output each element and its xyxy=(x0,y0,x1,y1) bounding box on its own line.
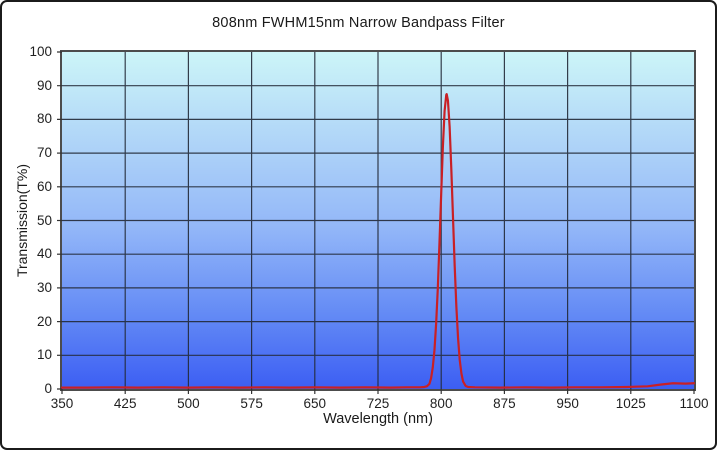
plot-svg xyxy=(57,51,696,394)
y-tick-label: 40 xyxy=(36,246,52,262)
x-tick-label: 500 xyxy=(177,396,200,411)
x-tick-label: 1100 xyxy=(679,396,709,411)
chart-title: 808nm FWHM15nm Narrow Bandpass Filter xyxy=(212,15,505,31)
x-tick-label: 575 xyxy=(240,396,263,411)
y-tick-label: 100 xyxy=(29,44,52,59)
x-tick-label: 800 xyxy=(429,396,453,411)
x-tick-label: 875 xyxy=(493,396,516,411)
transmission-curve xyxy=(60,93,696,389)
y-tick-label: 70 xyxy=(36,145,52,161)
plot-area xyxy=(57,50,696,394)
y-tick-label: 90 xyxy=(36,77,52,93)
y-tick-label: 60 xyxy=(36,178,52,194)
y-tick-label: 80 xyxy=(36,111,52,127)
x-axis-title: Wavelength (nm) xyxy=(323,411,433,427)
y-tick-label: 30 xyxy=(36,279,52,295)
y-tick-label: 50 xyxy=(36,212,52,228)
x-tick-label: 650 xyxy=(303,396,327,411)
x-tick-label: 1025 xyxy=(615,396,646,411)
x-tick-label: 425 xyxy=(113,396,137,411)
tick-marks xyxy=(57,51,695,394)
x-tick-label: 950 xyxy=(556,396,579,411)
x-tick-label: 725 xyxy=(366,396,390,411)
x-tick-label: 350 xyxy=(50,396,74,411)
y-tick-label: 10 xyxy=(36,347,52,363)
grid-lines xyxy=(62,52,694,389)
y-tick-label: 20 xyxy=(36,313,52,329)
y-tick-label: 0 xyxy=(44,381,52,396)
